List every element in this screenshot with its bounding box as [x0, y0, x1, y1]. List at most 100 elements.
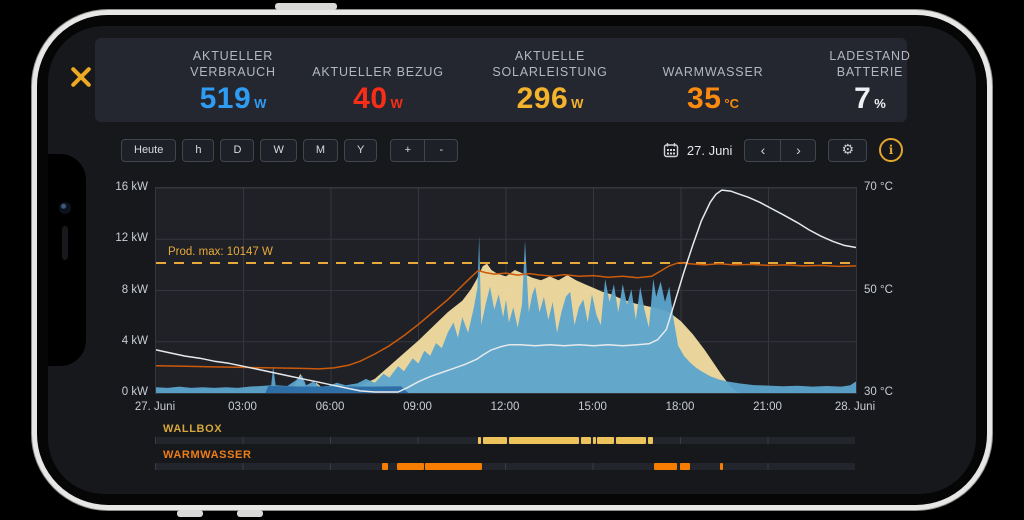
calendar-icon [663, 143, 679, 158]
activity-segment-warmwasser [381, 463, 389, 470]
date-nav-group: ‹ › [744, 138, 817, 162]
activity-segment-wallbox [508, 437, 579, 444]
stat-solarleistung: AKTUELLE SOLARLEISTUNG 296 W [492, 46, 607, 116]
phone-frame: AKTUELLER VERBRAUCH 519 W AKTUELLER BEZUG 40 W… [32, 3, 992, 517]
row-track-wallbox [155, 437, 855, 444]
stat-number-batterie: 7 [854, 82, 872, 115]
activity-segment-warmwasser [425, 463, 482, 470]
stat-label-line: AKTUELLER [192, 49, 274, 63]
camera-icon [59, 202, 71, 214]
chevron-left-icon: ‹ [760, 142, 766, 158]
y-right-tick: 30 °C [864, 386, 893, 398]
notch [48, 154, 86, 366]
activity-segment-wallbox [615, 437, 647, 444]
activity-segment-warmwasser [396, 463, 425, 470]
range-button-group: Heute h D W M Y [121, 138, 378, 162]
activity-segment-warmwasser [653, 463, 677, 470]
chart-plot-area[interactable]: Prod. max: 10147 W [155, 187, 857, 394]
gear-icon: ⚙ [841, 142, 854, 158]
date-label: 27. Juni [686, 142, 733, 158]
volume-up-button [177, 510, 203, 517]
y-left-tick: 8 kW [121, 283, 148, 296]
activity-segment-warmwasser [680, 463, 690, 470]
y-left-tick: 4 kW [121, 334, 148, 347]
activity-rows: WALLBOX WARMWASSER [155, 423, 855, 475]
x-tick: 15:00 [578, 401, 607, 413]
chart-svg: Prod. max: 10147 W [156, 188, 856, 393]
y-left-tick: 0 kW [121, 386, 148, 398]
x-tick: 18:00 [665, 401, 695, 413]
info-icon[interactable]: i [879, 138, 903, 162]
zoom-out-button[interactable]: - [424, 138, 459, 162]
prev-day-button[interactable]: ‹ [744, 138, 781, 162]
range-button-h[interactable]: h [182, 138, 215, 162]
stat-label-warmwasser: WARMWASSER [663, 46, 764, 80]
range-button-heute[interactable]: Heute [121, 138, 177, 162]
close-icon[interactable] [66, 62, 96, 92]
range-button-m[interactable]: M [302, 138, 338, 162]
activity-segment-wallbox [483, 437, 508, 444]
x-tick: 12:00 [490, 401, 520, 413]
stat-warmwasser: WARMWASSER 35 °C [663, 46, 764, 116]
row-label-warmwasser: WARMWASSER [163, 449, 252, 461]
stat-label-line: AKTUELLER BEZUG [312, 65, 444, 79]
stat-label-solarleistung: AKTUELLE SOLARLEISTUNG [492, 46, 607, 80]
x-tick: 03:00 [228, 401, 257, 413]
stat-unit-warmwasser: °C [724, 96, 739, 111]
date-picker[interactable]: 27. Juni [663, 142, 733, 158]
range-button-d[interactable]: D [220, 138, 255, 162]
x-tick: 28. Juni [834, 401, 876, 413]
settings-button[interactable]: ⚙ [828, 138, 867, 162]
stat-value-verbrauch: 519 W [190, 82, 276, 116]
toolbar: Heute h D W M Y + - 27. Juni [121, 137, 903, 163]
stat-value-batterie: 7% [829, 82, 910, 116]
info-glyph: i [888, 143, 894, 157]
activity-segment-wallbox [478, 437, 482, 444]
x-tick: 06:00 [315, 401, 345, 413]
activity-segment-wallbox [580, 437, 592, 444]
stat-label-bezug: AKTUELLER BEZUG [312, 46, 443, 80]
stat-number-verbrauch: 519 [199, 82, 252, 115]
stat-label-verbrauch: AKTUELLER VERBRAUCH [190, 46, 276, 80]
stat-label-line: LADESTAND [829, 49, 911, 63]
stat-value-warmwasser: 35 °C [663, 82, 764, 116]
stat-label-line: BATTERIE [836, 65, 904, 79]
stat-unit-batterie: % [874, 96, 886, 111]
power-button [275, 3, 337, 10]
stat-value-bezug: 40 W [312, 82, 443, 116]
stat-label-line: AKTUELLE [514, 49, 586, 63]
stat-bezug: AKTUELLER BEZUG 40 W [312, 46, 443, 116]
app-screen: AKTUELLER VERBRAUCH 519 W AKTUELLER BEZUG 40 W… [48, 26, 976, 494]
y-right-tick: 50 °C [864, 283, 893, 296]
stat-label-line: WARMWASSER [662, 65, 764, 79]
stat-unit-solarleistung: W [571, 96, 584, 111]
activity-segment-wallbox [647, 437, 653, 444]
zoom-button-group: + - [390, 138, 459, 162]
stat-batterie: LADESTAND BATTERIE 7% [829, 46, 910, 116]
stat-number-warmwasser: 35 [687, 82, 722, 115]
chevron-right-icon: › [796, 142, 801, 158]
row-label-wallbox: WALLBOX [163, 423, 223, 435]
volume-down-button [237, 510, 263, 517]
activity-segment-wallbox [597, 437, 615, 444]
stat-label-line: VERBRAUCH [190, 65, 276, 79]
y-right-tick: 70 °C [864, 181, 893, 193]
y-left-tick: 16 kW [115, 181, 148, 193]
stat-unit-verbrauch: W [254, 96, 267, 111]
stat-value-solarleistung: 296 W [492, 82, 607, 116]
prod-max-annotation: Prod. max: 10147 W [168, 246, 273, 258]
row-track-warmwasser [155, 463, 855, 470]
range-button-y[interactable]: Y [344, 138, 378, 162]
stat-number-solarleistung: 296 [516, 82, 569, 115]
range-button-w[interactable]: W [260, 138, 297, 162]
stat-unit-bezug: W [390, 96, 403, 111]
next-day-button[interactable]: › [780, 138, 817, 162]
x-tick: 09:00 [403, 401, 432, 413]
zoom-in-button[interactable]: + [390, 138, 425, 162]
stat-number-bezug: 40 [353, 82, 388, 115]
x-tick: 27. Juni [134, 401, 176, 413]
activity-segment-warmwasser [720, 463, 723, 470]
stat-verbrauch: AKTUELLER VERBRAUCH 519 W [190, 46, 276, 116]
x-tick: 21:00 [753, 401, 782, 413]
